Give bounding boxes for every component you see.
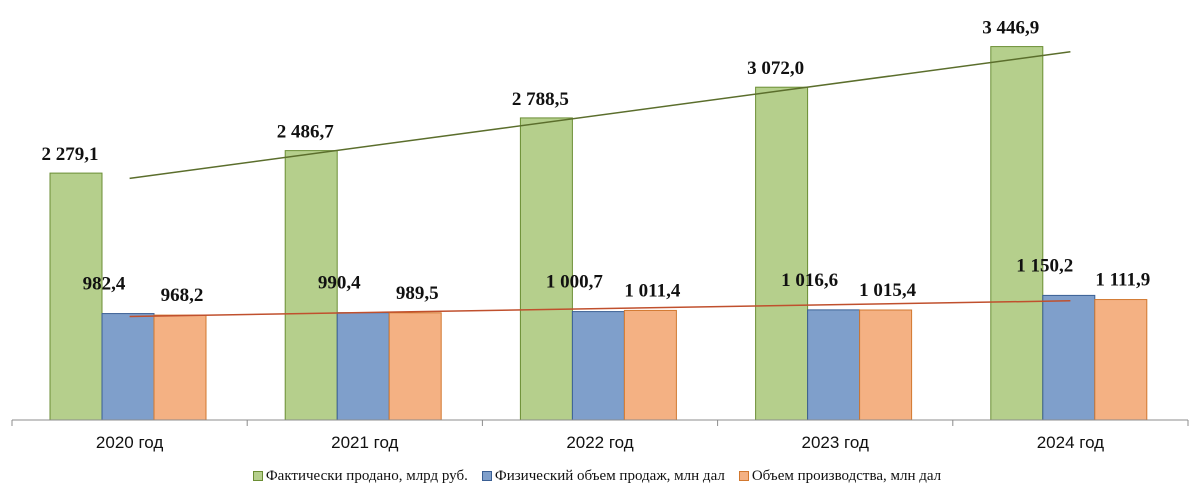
bar-sales-volume-3 — [571, 311, 625, 421]
bar-chart: 2020 год 2021 год 2022 год 2023 год 2024 год… — [11, 18, 1189, 452]
bar-production-volume-1 — [153, 314, 207, 421]
trendlines-group — [129, 51, 1071, 318]
data-label-sold-3: 2 788,5 — [512, 89, 569, 110]
data-label-production-volume-4: 1 015,4 — [859, 280, 917, 301]
bar-production-volume-5 — [1094, 299, 1148, 421]
data-label-production-volume-2: 989,5 — [396, 283, 439, 304]
data-label-production-volume-3: 1 011,4 — [624, 280, 680, 301]
bars-group — [49, 46, 1148, 421]
x-tick-label-4: 2023 год — [802, 433, 869, 452]
bar-sales-volume-2 — [336, 312, 390, 421]
legend-item-production-volume: Объем производства, млн дал — [738, 467, 942, 485]
x-tick-label-3: 2022 год — [566, 433, 633, 452]
legend-swatch-production-volume — [738, 471, 749, 481]
bar-sold-4 — [755, 86, 809, 421]
data-label-production-volume-5: 1 111,9 — [1095, 270, 1150, 291]
data-labels-group: 2 279,1 2 486,7 2 788,5 3 072,0 3 446,9 982,4… — [42, 18, 1151, 307]
bar-production-volume-4 — [859, 309, 913, 421]
x-axis: 2020 год 2021 год 2022 год 2023 год 2024 год — [11, 419, 1189, 452]
data-label-sold-2: 2 486,7 — [277, 122, 335, 143]
bar-sales-volume-4 — [807, 309, 861, 421]
data-label-sold-4: 3 072,0 — [747, 58, 804, 79]
bar-sold-5 — [990, 46, 1044, 421]
x-tick-label-5: 2024 год — [1037, 433, 1104, 452]
legend-item-sold: Фактически продано, млрд руб. — [252, 467, 468, 485]
legend-label-production-volume: Объем производства, млн дал — [751, 467, 942, 484]
x-tick-label-1: 2020 год — [96, 433, 163, 452]
data-label-production-volume-1: 968,2 — [161, 285, 204, 306]
trendline-sold — [129, 51, 1071, 180]
bar-sold-2 — [284, 150, 338, 421]
legend-label-sold: Фактически продано, млрд руб. — [265, 467, 468, 484]
legend-item-sales-volume: Физический объем продаж, млн дал — [481, 467, 725, 485]
bar-sales-volume-1 — [101, 313, 155, 421]
data-label-sales-volume-2: 990,4 — [318, 273, 361, 294]
trendline-sales-volume — [129, 300, 1071, 318]
bar-production-volume-2 — [388, 312, 442, 421]
legend-label-sales-volume: Физический объем продаж, млн дал — [494, 467, 725, 484]
bar-production-volume-3 — [623, 309, 677, 421]
legend-swatch-sales-volume — [481, 471, 492, 481]
data-label-sales-volume-3: 1 000,7 — [546, 272, 604, 293]
data-label-sales-volume-1: 982,4 — [83, 274, 126, 295]
data-label-sales-volume-5: 1 150,2 — [1016, 255, 1073, 276]
legend-swatch-sold — [252, 471, 263, 481]
bar-sold-3 — [519, 117, 573, 421]
bar-sales-volume-5 — [1042, 294, 1096, 421]
data-label-sold-5: 3 446,9 — [982, 18, 1039, 39]
data-label-sold-1: 2 279,1 — [42, 144, 99, 165]
x-tick-label-2: 2021 год — [331, 433, 398, 452]
bar-sold-1 — [49, 172, 103, 421]
legend: Фактически продано, млрд руб. Физический… — [0, 464, 1194, 488]
data-label-sales-volume-4: 1 016,6 — [781, 270, 838, 291]
